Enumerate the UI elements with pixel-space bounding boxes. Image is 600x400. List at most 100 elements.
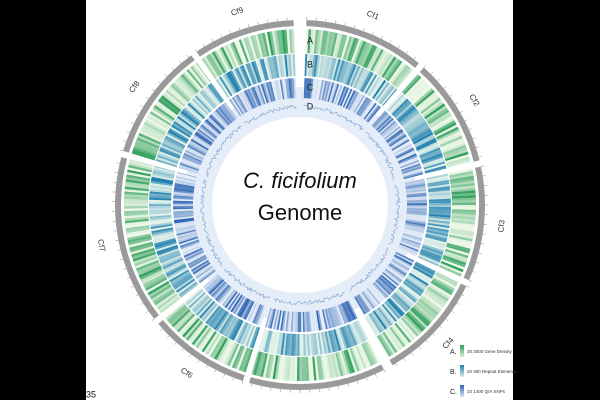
gene-density-cell <box>148 282 171 298</box>
repeat-elements-cell <box>408 123 429 137</box>
mb-tick <box>166 335 170 339</box>
snp-density-cell <box>374 280 390 297</box>
snp-density-cell <box>389 136 408 149</box>
repeat-elements-cell <box>153 236 176 244</box>
gene-density-cell <box>395 67 413 88</box>
repeat-elements-cell <box>422 244 444 253</box>
snp-density-cell <box>317 310 323 331</box>
gene-density-cell <box>394 322 412 344</box>
snp-density-cell <box>190 259 209 272</box>
gene-density-cell <box>442 144 467 156</box>
gene-density-cell <box>218 339 232 363</box>
gene-density-cell <box>158 295 179 312</box>
repeat-elements-cell <box>368 313 382 334</box>
repeat-elements-cell <box>200 301 217 320</box>
snp-density-cell <box>379 119 396 135</box>
mb-tick <box>439 326 443 329</box>
repeat-elements-cell <box>284 333 289 356</box>
gene-density-cell <box>145 277 168 291</box>
snp-density-cell <box>227 292 241 311</box>
gene-density-cell <box>403 75 422 96</box>
gene-density-cell <box>294 356 298 381</box>
repeat-elements-cell <box>390 295 408 313</box>
gene-density-cell <box>320 30 326 55</box>
gene-density-cell <box>137 134 161 147</box>
repeat-elements-cell <box>426 228 449 235</box>
repeat-elements-cell <box>310 333 315 356</box>
gene-density-cell <box>126 229 151 236</box>
repeat-elements-cell <box>351 322 363 344</box>
repeat-elements-cell <box>428 188 451 193</box>
repeat-elements-cell <box>166 131 188 145</box>
gene-density-cell <box>141 271 165 285</box>
snp-density-cell <box>173 205 194 208</box>
snp-density-cell <box>203 274 220 290</box>
snp-density-cell <box>308 311 312 332</box>
gene-density-cell <box>124 184 150 190</box>
repeat-elements-cell <box>369 77 383 98</box>
snp-density-cell <box>196 267 214 281</box>
chromosome-band <box>419 67 480 162</box>
repeat-elements-cell <box>411 128 432 142</box>
gene-density-cell <box>168 305 188 324</box>
repeat-elements-cell <box>157 152 179 163</box>
snp-density-cell <box>214 110 229 127</box>
gene-density-cell <box>125 179 150 185</box>
track-letter: A <box>307 35 313 45</box>
repeat-elements-cell <box>284 54 289 77</box>
repeat-elements-cell <box>224 73 238 94</box>
snp-density-cell <box>389 134 407 148</box>
snp-density-cell <box>334 305 344 326</box>
gene-density-cell <box>332 33 341 58</box>
snp-density-cell <box>188 143 207 155</box>
snp-density-cell <box>290 311 294 332</box>
snp-density-cell <box>186 146 206 158</box>
gene-density-cell <box>301 356 305 381</box>
snp-density-cell <box>179 162 200 171</box>
gene-density-cell <box>361 343 374 367</box>
repeat-elements-cell <box>152 230 175 238</box>
repeat-elements-cell <box>371 311 386 331</box>
repeat-elements-cell <box>211 309 227 329</box>
repeat-elements-cell <box>149 186 172 192</box>
snp-density-cell <box>357 294 371 312</box>
snp-density-cell <box>180 161 200 170</box>
repeat-elements-cell <box>163 139 184 151</box>
gene-density-cell <box>437 131 461 144</box>
repeat-elements-cell <box>381 303 398 323</box>
qta-trace <box>273 291 345 306</box>
repeat-elements-cell <box>417 141 438 153</box>
gene-density-cell <box>428 284 450 300</box>
mb-tick <box>383 369 386 373</box>
snp-density-cell <box>406 207 427 211</box>
mb-tick <box>375 373 377 377</box>
gene-density-cell <box>414 303 435 322</box>
repeat-elements-cell <box>326 330 333 353</box>
gene-density-cell <box>132 148 156 159</box>
repeat-elements-cell <box>192 295 210 313</box>
gene-density-cell <box>421 99 443 116</box>
snp-density-cell <box>175 175 196 183</box>
gene-density-cell <box>423 291 445 308</box>
repeat-elements-cell <box>372 79 387 100</box>
track-letter: C <box>307 82 314 92</box>
repeat-elements-cell <box>419 250 442 261</box>
gene-density-cell <box>163 91 184 109</box>
snp-density-cell <box>182 156 202 166</box>
mb-tick <box>117 249 121 251</box>
gene-density-cell <box>432 277 455 291</box>
snp-density-cell <box>176 230 197 238</box>
snp-density-cell <box>192 135 211 148</box>
repeat-elements-cell <box>258 329 266 351</box>
repeat-elements-cell <box>241 64 252 87</box>
snp-density-cell <box>174 182 195 188</box>
snp-density-cell <box>288 78 292 99</box>
snp-density-cell <box>327 307 335 328</box>
snp-density-cell <box>394 254 413 266</box>
repeat-elements-cell <box>220 314 234 335</box>
snp-density-cell <box>239 92 251 111</box>
repeat-elements-cell <box>378 306 394 325</box>
snp-density-cell <box>208 279 225 295</box>
repeat-elements-cell <box>255 60 264 82</box>
snp-density-cell <box>405 219 426 225</box>
